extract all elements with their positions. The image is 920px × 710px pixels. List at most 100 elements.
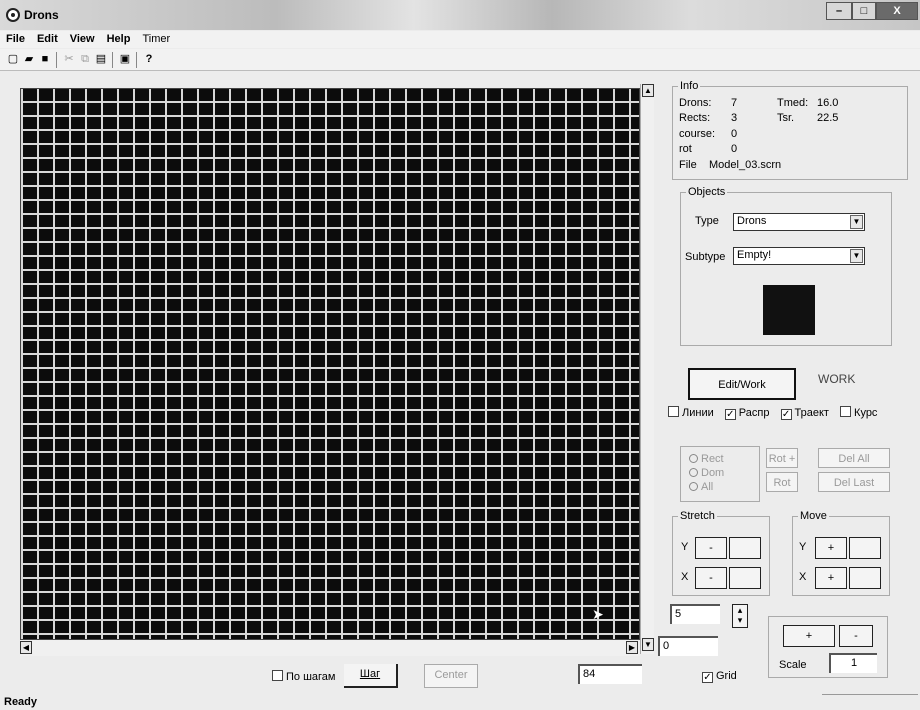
info-title: Info [678,80,701,92]
scroll-up-button[interactable]: ▲ [642,84,654,97]
radio-rect-circle[interactable] [689,454,698,463]
menu-view[interactable]: View [69,33,95,45]
type-select-value: Drons [737,215,767,227]
course-check-box[interactable] [840,406,852,417]
grid-check-box[interactable]: ✓ [702,672,713,683]
move-x-label: X [799,571,807,583]
rot-plus-button[interactable]: Rot + [766,448,798,468]
objects-title: Objects [686,186,728,198]
chevron-down-icon[interactable]: ▼ [850,215,863,229]
vertical-scrollbar[interactable]: ▲ ▼ [640,84,654,654]
help-icon[interactable]: ? [145,53,153,65]
tmed-label: Tmed: [777,97,809,109]
status-text: Ready [4,696,38,708]
del-all-button[interactable]: Del All [818,448,890,468]
radio-all-label: All [701,481,714,493]
toolbar-separator [56,52,57,68]
radio-rect[interactable]: Rect [689,453,724,465]
scroll-right-button[interactable]: ▶ [626,641,638,654]
menu-edit[interactable]: Edit [36,33,58,45]
radio-dom-label: Dom [701,467,725,479]
new-file-icon[interactable]: ▢ [7,53,19,65]
lines-check-box[interactable] [668,406,679,417]
paste-icon[interactable]: ▤ [95,53,107,65]
close-button[interactable]: X [876,2,918,20]
subtype-label: Subtype [685,251,726,263]
step-mode-checkbox[interactable]: По шагам [272,670,335,683]
move-x-minus-button[interactable] [849,567,881,589]
menu-file[interactable]: File [6,33,25,45]
move-y-plus-button[interactable]: + [815,537,847,559]
rects-value: 3 [731,112,738,124]
stretch-y-plus-button[interactable] [729,537,761,559]
distr-checkbox[interactable]: ✓ Распр [724,407,769,420]
center-button[interactable]: Center [424,664,478,688]
open-folder-icon[interactable]: ▰ [24,53,34,65]
course-checkbox[interactable]: Курс [840,406,878,419]
type-label: Type [695,215,719,227]
edit-work-button[interactable]: Edit/Work [688,368,796,400]
lines-label: Линии [682,407,714,419]
offset-value-field[interactable]: 0 [658,636,718,656]
chevron-down-icon[interactable]: ▼ [850,249,863,263]
stretch-x-plus-button[interactable] [729,567,761,589]
del-last-button[interactable]: Del Last [818,472,890,492]
simulation-grid-canvas[interactable] [20,88,640,640]
position-field[interactable]: 84 [578,664,642,684]
stretch-x-label: X [681,571,689,583]
tsr-value: 22.5 [817,112,839,124]
type-select[interactable]: Drons ▼ [733,213,865,231]
radio-dom[interactable]: Dom [689,467,724,479]
print-icon[interactable]: ▣ [119,53,131,65]
copy-icon[interactable]: ⧉ [81,53,89,65]
move-y-label: Y [799,541,807,553]
stretch-panel: Stretch Y - X - [672,510,770,596]
minimize-button[interactable]: – [826,2,852,20]
radio-all[interactable]: All [689,481,713,493]
course-check-label: Курс [854,407,878,419]
scroll-left-button[interactable]: ◀ [20,641,32,654]
cut-icon[interactable]: ✂ [64,53,74,65]
grid-checkbox[interactable]: ✓ Grid [702,670,737,683]
app-icon [6,8,20,22]
objects-panel: Objects Type Drons ▼ Subtype Empty! ▼ [680,186,892,346]
menu-bar: File Edit View Help Timer [0,31,920,48]
move-y-minus-button[interactable] [849,537,881,559]
rot-value: 0 [731,143,738,155]
save-icon[interactable]: ■ [41,53,49,65]
tsr-label: Tsr. [777,112,795,124]
horizontal-scrollbar[interactable]: ◀ ▶ [20,640,640,656]
scale-value-field[interactable]: 1 [829,653,877,673]
radio-all-circle[interactable] [689,482,698,491]
lines-checkbox[interactable]: Линии [668,406,714,419]
rot-label: rot [679,143,692,155]
stretch-y-minus-button[interactable]: - [695,537,727,559]
scale-minus-button[interactable]: - [839,625,873,647]
step-spinner[interactable]: ▴ ▾ [732,604,748,628]
subtype-select-value: Empty! [737,249,772,261]
radio-dom-circle[interactable] [689,468,698,477]
track-checkbox[interactable]: ✓ Траект [780,407,829,420]
subtype-select[interactable]: Empty! ▼ [733,247,865,265]
track-check-box[interactable]: ✓ [780,409,792,420]
menu-timer[interactable]: Timer [142,33,171,45]
toolbar: ▢ ▰ ■ ✂ ⧉ ▤ ▣ ? [0,49,920,71]
grid-label: Grid [716,670,737,682]
scroll-down-button[interactable]: ▼ [642,638,654,651]
stretch-x-minus-button[interactable]: - [695,567,727,589]
rot-button[interactable]: Rot [766,472,798,492]
file-value: Model_03.scrn [709,159,782,171]
menu-help[interactable]: Help [106,33,131,45]
step-mode-check-box[interactable] [272,670,283,681]
maximize-button[interactable]: □ [852,2,876,20]
course-label: course: [679,128,716,140]
step-button[interactable]: Шаг [344,664,398,688]
mouse-cursor-icon: ➤ [592,606,604,622]
scale-plus-button[interactable]: + [783,625,835,647]
distr-check-box[interactable]: ✓ [724,409,736,420]
step-value-field[interactable]: 5 [670,604,720,624]
tmed-value: 16.0 [817,97,839,109]
display-options: Линии ✓ Распр ✓ Траект Курс [668,406,877,420]
move-x-plus-button[interactable]: + [815,567,847,589]
scale-label: Scale [779,659,807,671]
